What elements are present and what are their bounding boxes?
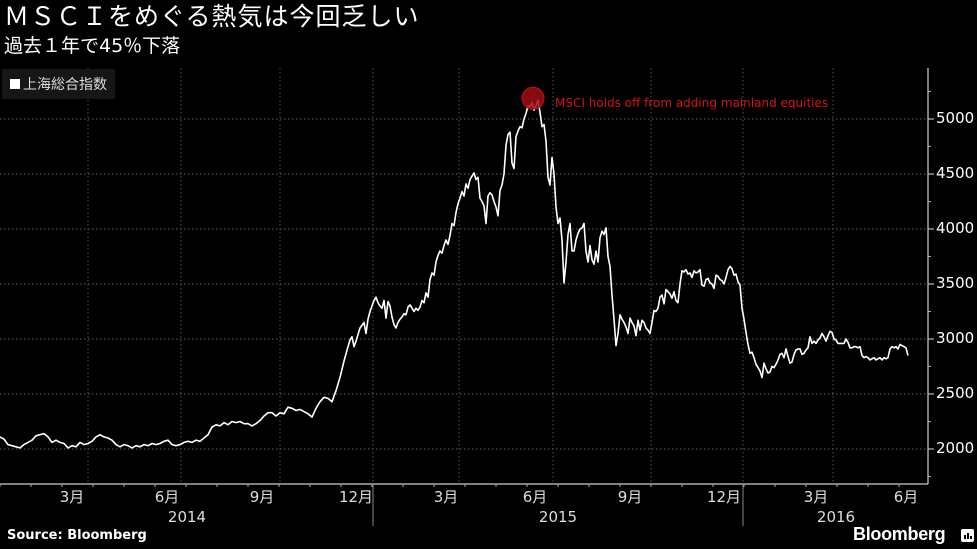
annotation-marker (521, 86, 545, 110)
annotation-text: MSCI holds off from adding mainland equi… (555, 96, 829, 110)
legend: 上海総合指数 (2, 69, 115, 99)
y-tick-label: 4500 (936, 164, 975, 182)
y-tick-label: 4000 (936, 219, 975, 237)
chart-subtitle: 過去１年で45％下落 (4, 35, 181, 57)
x-tick-label: 6月 (522, 488, 548, 506)
x-tick-label: 12月 (706, 488, 742, 506)
year-label: 2016 (816, 508, 856, 526)
y-tick-label: 2500 (936, 384, 975, 402)
x-tick-label: 9月 (617, 488, 643, 506)
legend-swatch-icon (10, 79, 20, 89)
y-tick-label: 5000 (936, 109, 975, 127)
legend-label: 上海総合指数 (23, 77, 107, 93)
x-tick-label: 3月 (433, 488, 459, 506)
x-tick-label: 3月 (803, 488, 829, 506)
shanghai-composite-line (0, 99, 909, 449)
x-tick-label: 6月 (154, 488, 180, 506)
bloomberg-logo: Bloomberg (853, 524, 946, 544)
bloomberg-chart-icon (961, 529, 974, 542)
source-note: Source: Bloomberg (7, 528, 147, 543)
grid-lines (0, 68, 928, 484)
x-tick-label: 9月 (249, 488, 275, 506)
x-tick-label: 12月 (338, 488, 374, 506)
axes (0, 68, 934, 526)
y-tick-label: 2000 (936, 439, 975, 457)
year-label: 2015 (538, 508, 578, 526)
x-tick-label: 6月 (893, 488, 919, 506)
x-tick-label: 3月 (59, 488, 85, 506)
y-tick-label: 3000 (936, 329, 975, 347)
year-label: 2014 (167, 508, 207, 526)
y-tick-label: 3500 (936, 274, 975, 292)
chart-title: ＭＳＣＩをめぐる熱気は今回乏しい (4, 2, 420, 31)
